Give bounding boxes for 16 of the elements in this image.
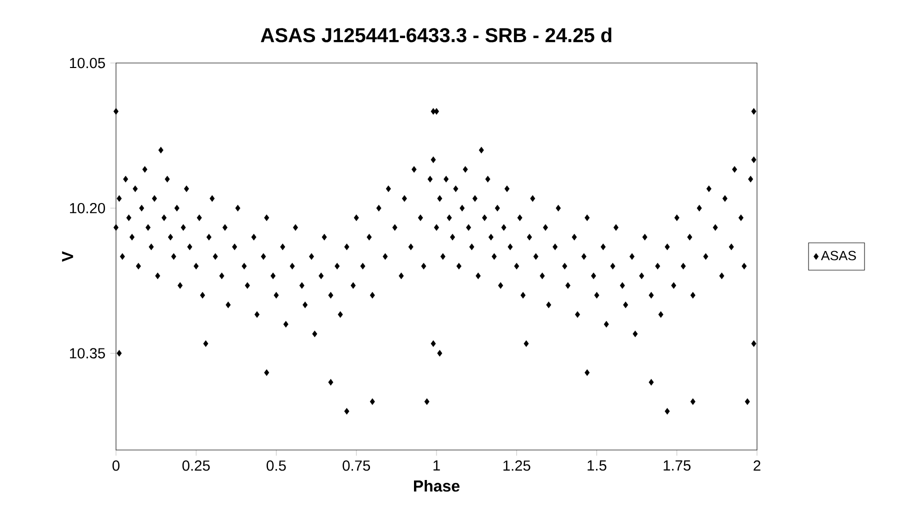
x-tick-label: 1.25 <box>503 460 530 471</box>
x-tick-label: 2 <box>754 460 760 471</box>
x-tick-label: 1.5 <box>588 460 606 471</box>
y-axis-title: V <box>62 251 74 262</box>
x-tick-label: 1.75 <box>664 460 691 471</box>
chart-title: ASAS J125441-6433.3 - SRB - 24.25 d <box>260 28 612 42</box>
y-tick-label: 10.20 <box>70 202 106 214</box>
x-axis-title: Phase <box>414 480 460 492</box>
x-tick-label: 0 <box>112 460 120 471</box>
x-tick-label: 0.25 <box>182 460 210 471</box>
x-tick-label: 0.75 <box>342 460 370 471</box>
y-tick-label: 10.05 <box>70 58 105 68</box>
x-tick-label: 0.5 <box>266 460 286 471</box>
x-tick-label: 1 <box>434 460 440 470</box>
y-tick-label: 10.35 <box>70 348 105 358</box>
legend-label: ASAS <box>820 250 856 260</box>
